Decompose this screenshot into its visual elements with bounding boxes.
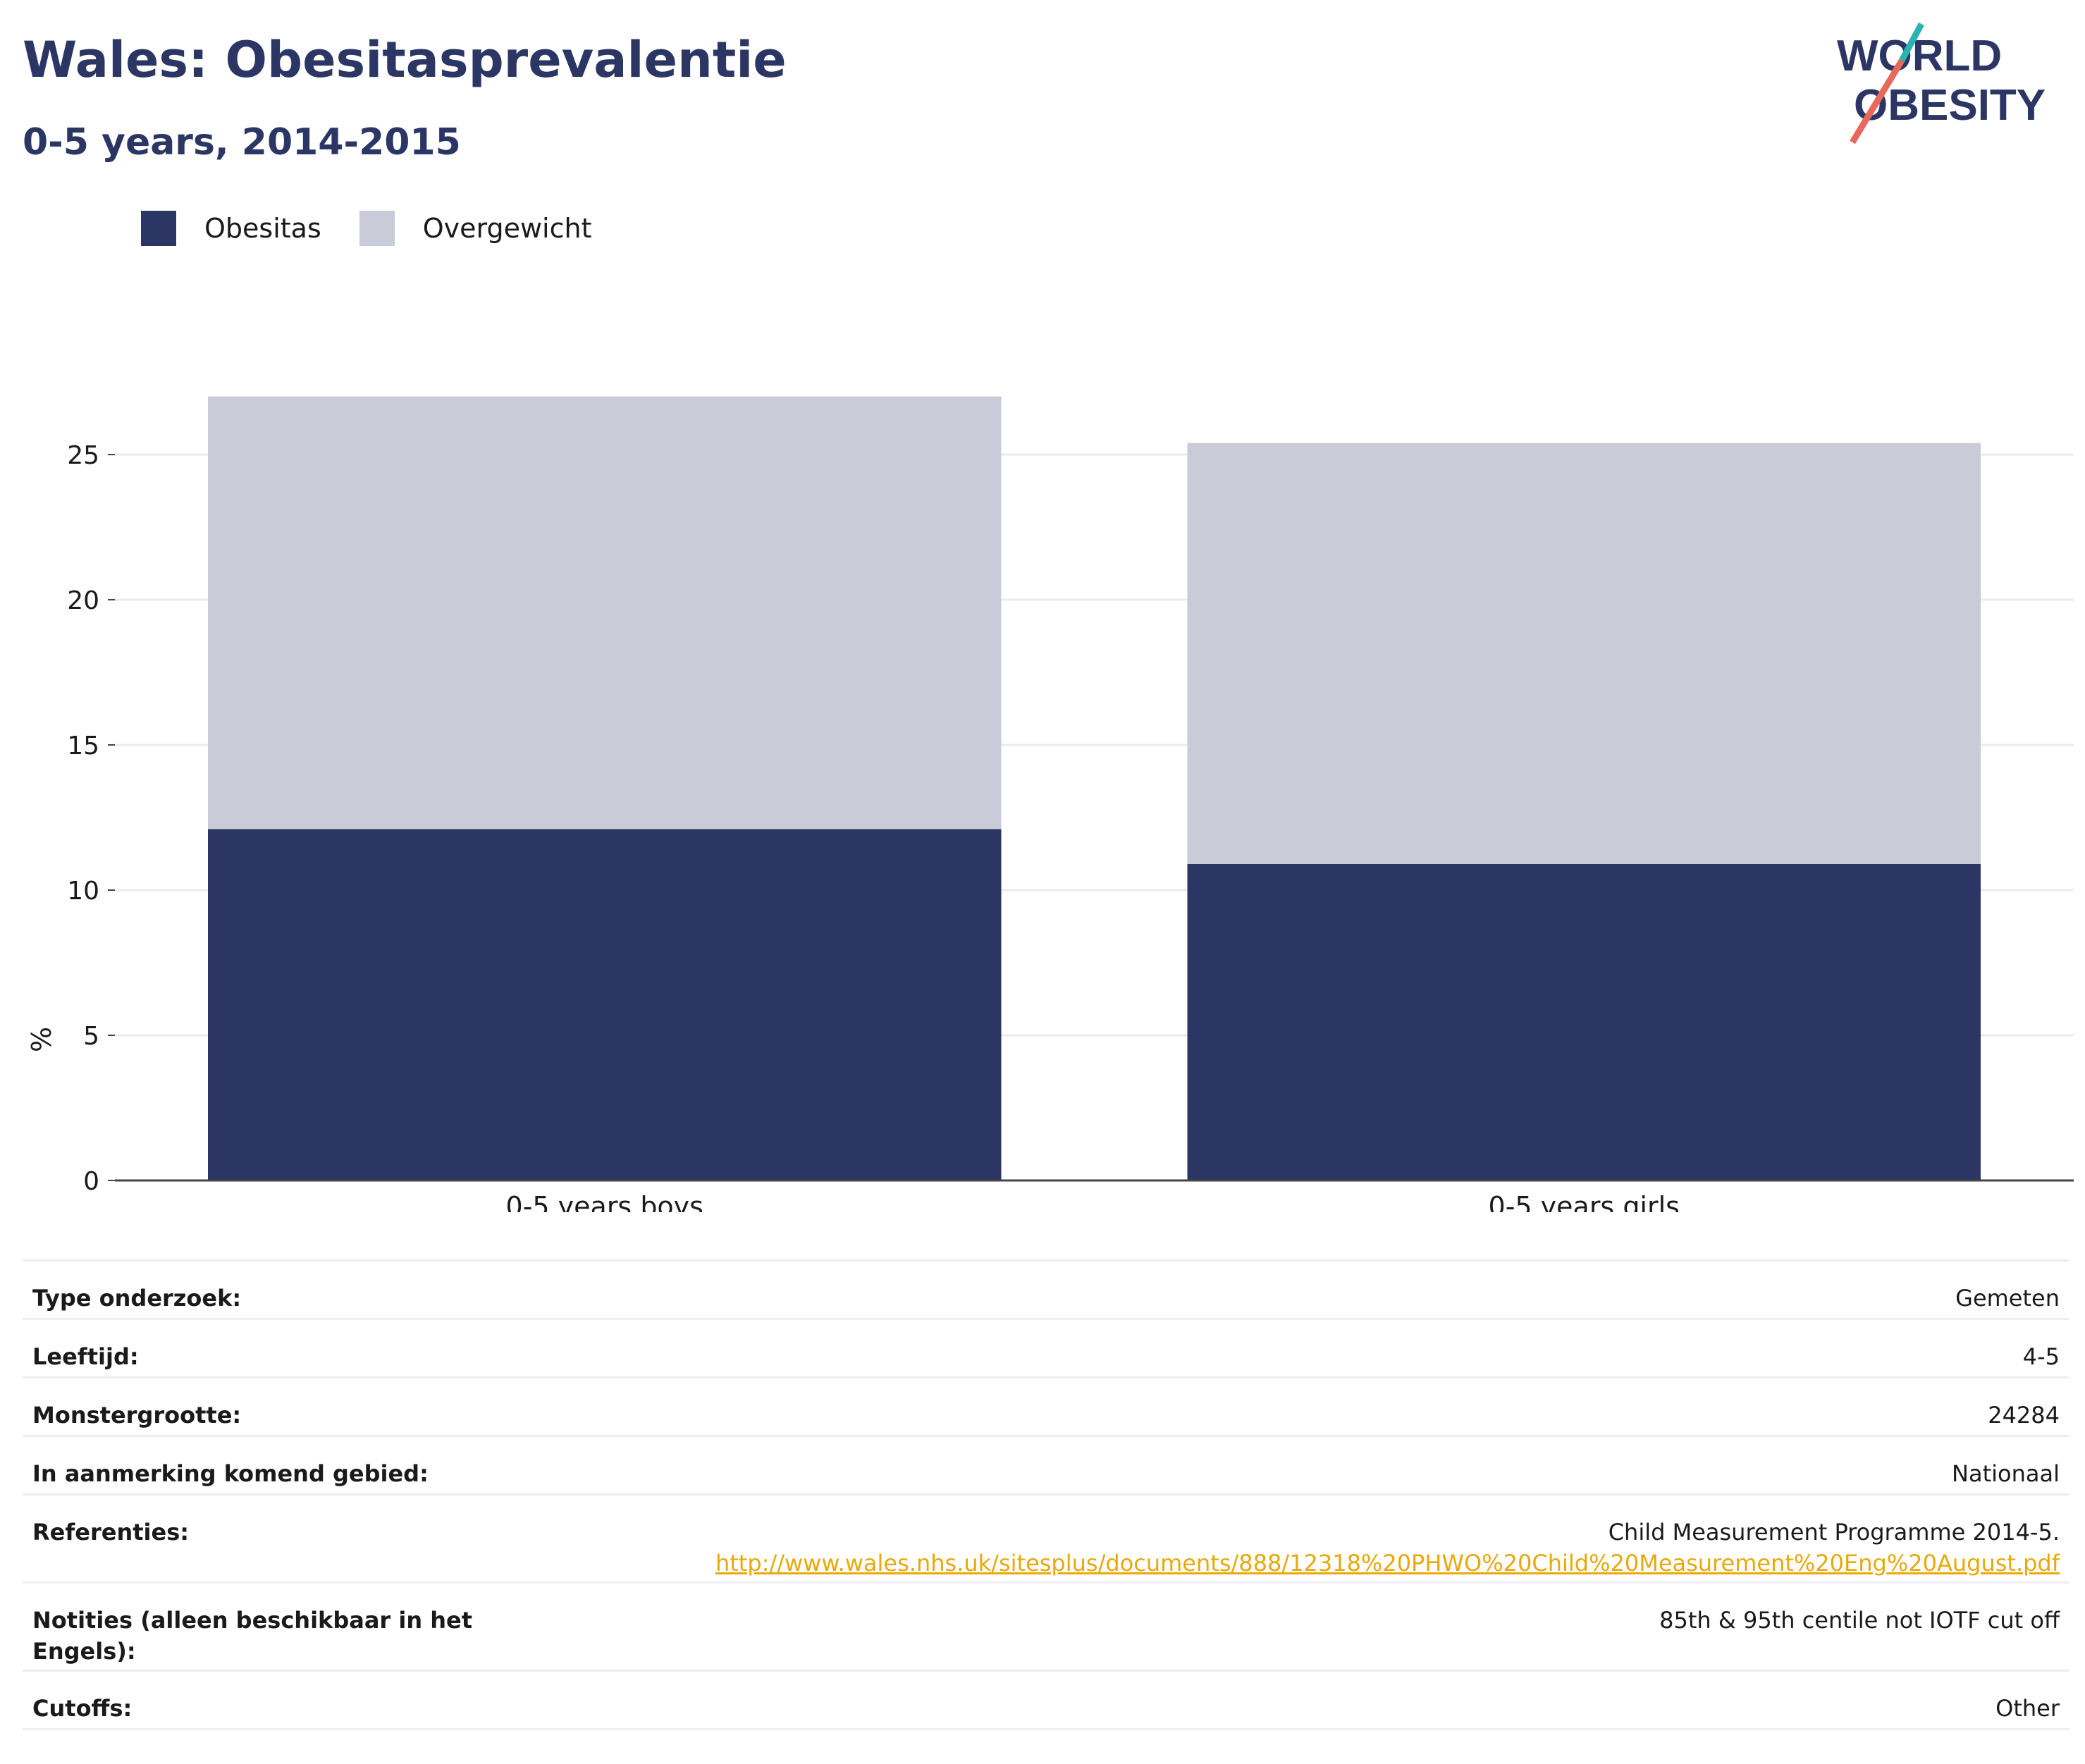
y-tick-label: 25 <box>67 441 99 470</box>
x-tick-label: 0-5 years girls <box>1489 1191 1680 1212</box>
logo-line1: WORLD <box>1837 32 2002 80</box>
legend-label-obesitas: Obesitas <box>204 213 321 244</box>
info-label: Referenties: <box>32 1519 190 1546</box>
info-row-age: Leeftijd: 4-5 <box>23 1320 2069 1378</box>
bar-obesitas-2[interactable] <box>1187 863 1981 1180</box>
info-row-cutoffs: Cutoffs: Other <box>23 1672 2069 1730</box>
y-tick-label: 10 <box>67 877 99 906</box>
reference-text: Child Measurement Programme 2014-5. <box>1608 1519 2060 1546</box>
reference-link[interactable]: http://www.wales.nhs.uk/sitesplus/docume… <box>715 1550 2060 1577</box>
legend-swatch-overgewicht <box>359 211 395 246</box>
chart-legend: Obesitas Overgewicht <box>141 209 630 248</box>
x-tick-label: 0-5 years boys <box>506 1191 703 1212</box>
info-label: In aanmerking komend gebied: <box>32 1460 429 1487</box>
chart-title: Wales: Obesitasprevalentie <box>23 31 787 89</box>
info-value: 85th & 95th centile not IOTF cut off <box>1659 1607 2060 1634</box>
y-tick-label: 5 <box>83 1022 99 1051</box>
world-obesity-logo: WORLD OBESITY <box>1837 22 2046 144</box>
info-value: Gemeten <box>1955 1285 2060 1312</box>
y-axis-ticks: 0 5 10 15 20 25 <box>67 441 115 1196</box>
survey-info-table: Type onderzoek: Gemeten Leeftijd: 4-5 Mo… <box>23 1259 2069 1730</box>
bar-overgewicht-1[interactable] <box>208 396 1002 829</box>
info-value: 4-5 <box>2022 1343 2060 1370</box>
stacked-bar-chart: 0 5 10 15 20 25 0-5 years boys 0-5 years girls… <box>26 396 2074 1212</box>
info-value: Other <box>1995 1695 2060 1722</box>
info-row-references: Referenties: Child Measurement Programme… <box>23 1495 2069 1584</box>
info-row-survey-type: Type onderzoek: Gemeten <box>23 1262 2069 1320</box>
info-row-area: In aanmerking komend gebied: Nationaal <box>23 1437 2069 1495</box>
info-label: Leeftijd: <box>32 1343 139 1370</box>
legend-swatch-obesitas <box>141 211 176 246</box>
y-tick-label: 15 <box>67 732 99 760</box>
y-tick-label: 0 <box>83 1167 99 1196</box>
info-value: Nationaal <box>1952 1460 2060 1487</box>
x-axis-labels: 0-5 years boys 0-5 years girls <box>506 1191 1680 1212</box>
legend-item-overgewicht[interactable]: Overgewicht <box>359 211 592 246</box>
info-row-sample-size: Monstergrootte: 24284 <box>23 1378 2069 1437</box>
logo-slash-coral <box>1850 58 1905 144</box>
info-value: Child Measurement Programme 2014-5. http… <box>715 1517 2060 1579</box>
bar-obesitas-1[interactable] <box>208 829 1002 1180</box>
info-label: Notities (alleen beschikbaar in het Enge… <box>32 1607 473 1665</box>
y-axis-label: % <box>26 1027 57 1052</box>
info-label: Monstergrootte: <box>32 1402 242 1429</box>
info-row-notes: Notities (alleen beschikbaar in het Enge… <box>23 1584 2069 1672</box>
logo-slash-teal <box>1899 22 1924 63</box>
info-label: Cutoffs: <box>32 1695 133 1722</box>
legend-label-overgewicht: Overgewicht <box>422 213 592 244</box>
chart-subtitle: 0-5 years, 2014-2015 <box>23 121 461 164</box>
bars <box>208 396 1981 1180</box>
bar-overgewicht-2[interactable] <box>1187 443 1981 864</box>
y-tick-label: 20 <box>67 586 99 615</box>
info-label: Type onderzoek: <box>32 1285 242 1312</box>
info-value: 24284 <box>1988 1402 2060 1429</box>
legend-item-obesitas[interactable]: Obesitas <box>141 211 321 246</box>
